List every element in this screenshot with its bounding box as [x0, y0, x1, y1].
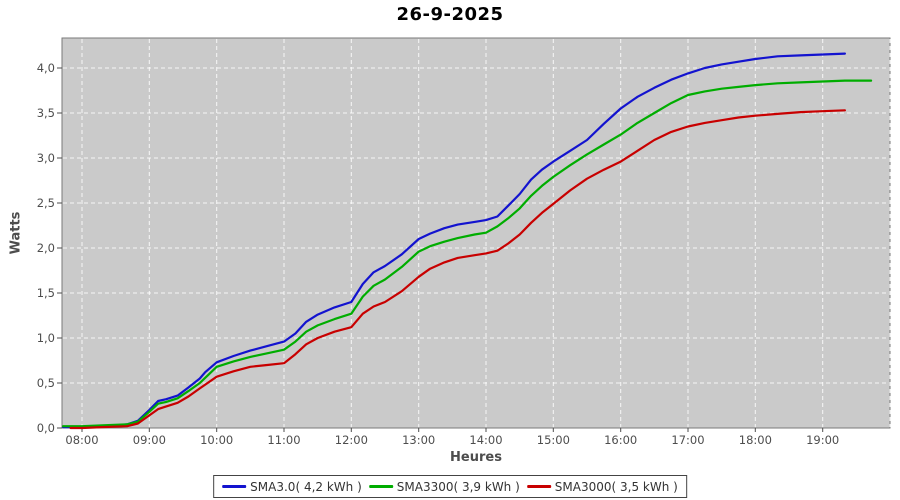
series-line-SMA3300	[61, 79, 873, 428]
x-axis-title: Heures	[450, 450, 502, 465]
y-tick-label: 2,0	[36, 240, 55, 255]
x-tick-label: 13:00	[402, 433, 436, 447]
x-tick-label: 08:00	[65, 433, 99, 447]
x-tick-label: 09:00	[132, 433, 166, 447]
x-tick-label: 14:00	[469, 433, 503, 447]
x-tick-label: 17:00	[671, 433, 705, 447]
legend-swatch-SMA3300	[368, 485, 393, 488]
legend-label: SMA3.0( 4,2 kWh )	[250, 479, 362, 494]
y-tick-label: 1,0	[36, 330, 55, 345]
legend-label: SMA3000( 3,5 kWh )	[554, 479, 678, 494]
legend-item-SMA3000: SMA3000( 3,5 kWh )	[526, 479, 678, 494]
y-tick-label: 2,5	[36, 195, 55, 210]
x-tick-label: 11:00	[267, 433, 301, 447]
y-tick-label: 0,0	[36, 421, 55, 435]
x-tick-label: 15:00	[536, 433, 570, 447]
series-line-SMA3000	[69, 109, 847, 430]
y-axis-title: Watts	[8, 211, 24, 255]
x-tick-label: 18:00	[738, 433, 772, 447]
y-tick-label: 3,5	[36, 105, 55, 120]
chart-title: 26-9-2025	[396, 4, 504, 25]
x-tick-label: 10:00	[200, 433, 234, 447]
y-tick-label: 4,0	[36, 60, 55, 75]
x-tick-label: 12:00	[334, 433, 368, 447]
x-tick-label: 19:00	[806, 433, 840, 447]
legend-label: SMA3300( 3,9 kWh )	[396, 479, 520, 494]
legend-swatch-SMA3000	[526, 485, 551, 488]
y-tick-label: 1,5	[36, 285, 55, 300]
legend-item-SMA3300: SMA3300( 3,9 kWh )	[368, 479, 520, 494]
legend-swatch-SMA3.0	[222, 485, 247, 488]
plot-background	[61, 37, 891, 429]
legend: SMA3.0( 4,2 kWh ) SMA3300( 3,9 kWh ) SMA30…	[213, 475, 687, 498]
y-tick-label: 0,5	[36, 375, 55, 390]
x-tick-label: 16:00	[604, 433, 638, 447]
legend-item-SMA3.0: SMA3.0( 4,2 kWh )	[222, 480, 362, 494]
series-line-SMA3.0	[61, 52, 847, 429]
y-tick-label: 3,0	[36, 150, 55, 165]
